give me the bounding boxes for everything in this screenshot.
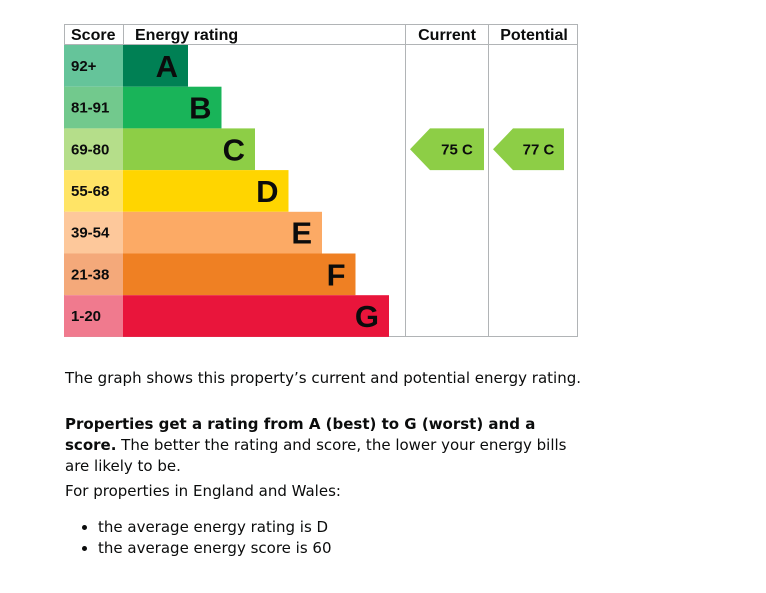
rating-explanation-strong: Properties get a rating from A (best) to…	[65, 415, 536, 454]
average-rating-item: the average energy rating is D	[98, 517, 332, 538]
score-range-c: 69-80	[71, 141, 109, 158]
header-potential: Potential	[500, 27, 568, 44]
score-cell-g	[64, 295, 123, 337]
potential-rating-label: 77 C	[523, 141, 555, 158]
score-range-g: 1-20	[71, 308, 101, 325]
band-letter-f: F	[327, 257, 346, 292]
band-letter-c: C	[223, 132, 245, 167]
current-rating-arrow	[410, 128, 484, 171]
band-bar-e	[123, 211, 322, 254]
band-bar-g	[123, 295, 389, 337]
band-letter-g: G	[355, 299, 379, 334]
header-current: Current	[418, 27, 476, 44]
score-cell-b	[64, 86, 123, 129]
average-score-item: the average energy score is 60	[98, 538, 332, 559]
score-range-e: 39-54	[71, 225, 110, 242]
average-list: the average energy rating is D the avera…	[78, 517, 332, 559]
rating-explanation-rest: The better the rating and score, the low…	[65, 436, 567, 475]
band-letter-e: E	[291, 216, 312, 251]
header-energy-rating: Energy rating	[135, 27, 238, 44]
rating-arrows: 75 C 77 C	[410, 128, 564, 171]
energy-rating-chart: Score Energy rating Current Potential 92…	[64, 24, 578, 337]
score-cell-e	[64, 211, 123, 254]
score-range-f: 21-38	[71, 266, 109, 283]
score-cell-c	[64, 128, 123, 171]
rating-bands: 92+ A 81-91 B 69-80 C 55-68 D 39-54 E 21-38 F 1-20 G	[64, 45, 389, 337]
current-rating-label: 75 C	[441, 141, 473, 158]
band-bar-c	[123, 128, 255, 171]
score-cell-d	[64, 170, 123, 212]
band-letter-d: D	[256, 174, 278, 209]
score-range-d: 55-68	[71, 183, 109, 200]
band-bar-b	[123, 86, 222, 129]
header-score: Score	[71, 27, 116, 44]
region-intro: For properties in England and Wales:	[65, 482, 341, 500]
band-letter-b: B	[189, 91, 211, 126]
band-bar-f	[123, 253, 356, 296]
band-bar-d	[123, 170, 289, 212]
graph-description: The graph shows this property’s current …	[65, 369, 581, 387]
score-range-b: 81-91	[71, 100, 109, 117]
band-bar-a	[123, 45, 188, 87]
potential-rating-arrow	[493, 128, 564, 171]
score-cell-a	[64, 45, 123, 87]
score-range-a: 92+	[71, 58, 97, 75]
band-letter-a: A	[156, 49, 178, 84]
score-cell-f	[64, 253, 123, 296]
rating-explanation: Properties get a rating from A (best) to…	[65, 414, 585, 477]
